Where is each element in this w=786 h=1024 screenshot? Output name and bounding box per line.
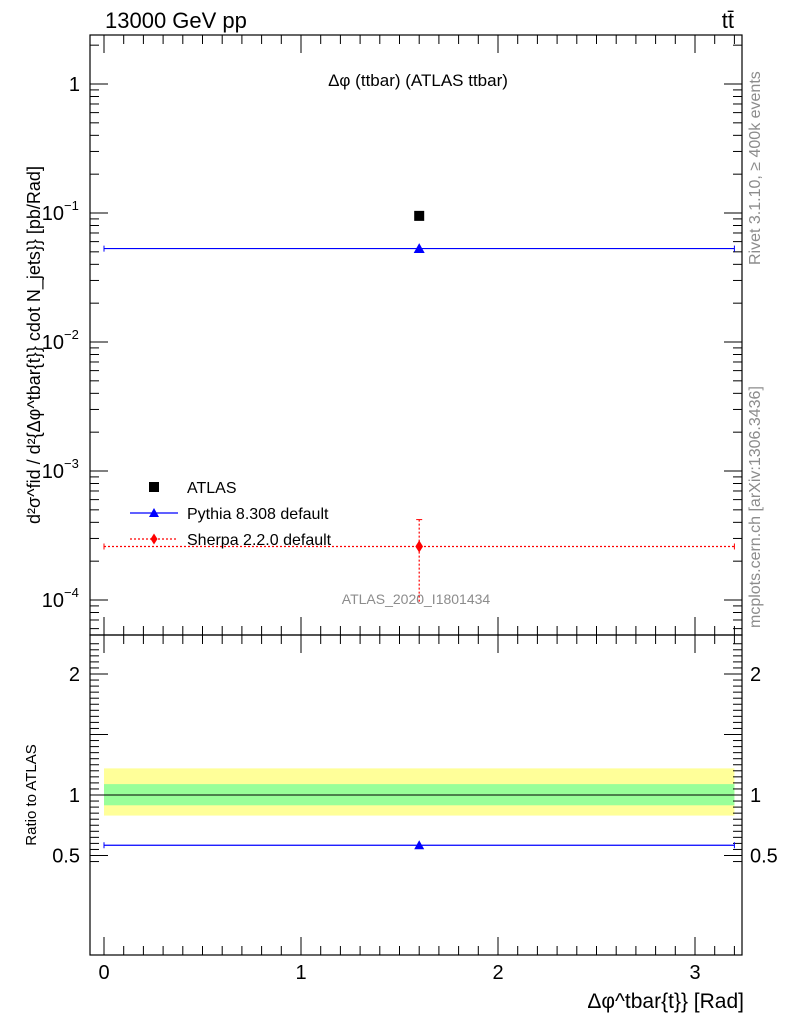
x-tick-label: 2: [492, 962, 503, 984]
y-tick-label-exponent: −2: [64, 327, 79, 342]
ratio-y-tick-label-left: 0.5: [52, 846, 80, 868]
ratio-point: [414, 840, 425, 850]
y-axis-label: d²σ^fid / d²{Δφ^tbar{t}} cdot N_jets}} […: [24, 166, 45, 524]
rivet-label: Rivet 3.1.10, ≥ 400k events: [747, 71, 764, 265]
process-label: tt̄: [722, 8, 734, 33]
y-tick-label: 10: [42, 590, 64, 612]
legend-label: Sherpa 2.2.0 default: [187, 532, 332, 549]
y-tick-label-exponent: −1: [64, 198, 79, 213]
ratio-panel: Ratio to ATLAS Δφ^tbar{t}} [Rad] 0 1 2 3 0.5…: [23, 617, 778, 1013]
x-axis-label: Δφ^tbar{t}} [Rad]: [587, 990, 744, 1013]
x-tick-label: 1: [295, 962, 306, 984]
y-tick-label-exponent: −4: [64, 585, 79, 600]
chart-title: Δφ (ttbar) (ATLAS ttbar): [328, 71, 508, 90]
legend-label: ATLAS: [187, 480, 237, 497]
y-tick-label-exponent: −3: [64, 456, 79, 471]
watermark: ATLAS_2020_I1801434: [342, 591, 491, 607]
ratio-y-tick-label-left: 2: [69, 664, 80, 686]
legend-marker: [149, 482, 159, 492]
data-point-square: [414, 210, 425, 221]
x-tick-label: 3: [689, 962, 700, 984]
x-tick-label: 0: [98, 962, 109, 984]
mcplots-label: mcplots.cern.ch [arXiv:1306.3436]: [747, 386, 764, 628]
ratio-y-tick-label-right: 2: [750, 664, 761, 686]
legend: ATLAS Pythia 8.308 default Sherpa 2.2.0 de…: [130, 480, 332, 549]
data-point-triangle: [413, 243, 425, 253]
ratio-y-tick-label-left: 1: [69, 785, 80, 807]
energy-label: 13000 GeV pp: [105, 8, 247, 33]
ratio-y-tick-label-right: 0.5: [750, 846, 778, 868]
ratio-y-label: Ratio to ATLAS: [23, 744, 40, 845]
legend-marker: [150, 533, 158, 545]
y-tick-label: 10: [42, 203, 64, 225]
y-tick-label: 10: [42, 332, 64, 354]
y-tick-label: 1: [69, 74, 80, 96]
legend-label: Pythia 8.308 default: [187, 506, 329, 523]
data-point-diamond: [415, 540, 424, 553]
legend-marker: [149, 508, 159, 517]
main-panel: Δφ (ttbar) (ATLAS ttbar) ATLAS_2020_I180…: [24, 34, 743, 636]
ratio-y-tick-label-right: 1: [750, 785, 761, 807]
y-tick-label: 10: [42, 461, 64, 483]
